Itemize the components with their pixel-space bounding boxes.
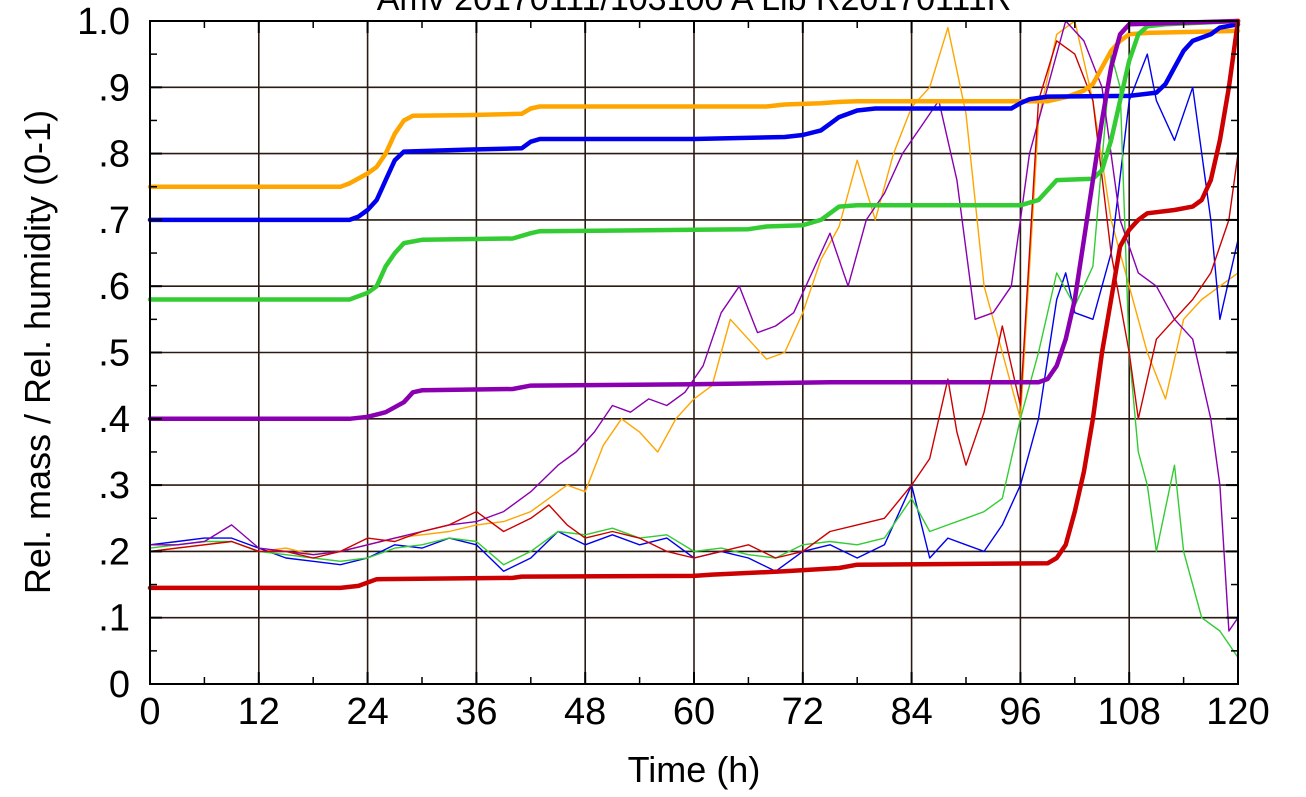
mass-line-0 [147, 28, 1241, 190]
y-tick-label: .5 [98, 333, 130, 375]
y-tick-label: .4 [98, 399, 130, 441]
x-tick-label: 24 [346, 691, 388, 733]
humidity-line-9 [149, 40, 1239, 559]
x-tick-label: 72 [782, 691, 824, 733]
y-tick-label: .2 [98, 531, 130, 573]
x-tick-label: 96 [999, 691, 1041, 733]
x-axis-title: Time (h) [628, 749, 761, 790]
y-tick-label: .7 [98, 200, 130, 242]
x-tick-label: 108 [1097, 691, 1160, 733]
x-tick-label: 36 [455, 691, 497, 733]
x-tick-label: 12 [238, 691, 280, 733]
y-axis-title: Rel. mass / Rel. humidity (0-1) [17, 110, 58, 594]
y-tick-label: .8 [98, 134, 130, 176]
mass-line-1 [147, 22, 1241, 223]
x-tick-label: 60 [673, 691, 715, 733]
humidity-line-8 [149, 20, 1239, 632]
y-tick-label: 0 [109, 664, 130, 706]
tick-marks [149, 20, 1239, 685]
gridlines [150, 21, 1238, 684]
mass-line-3 [147, 18, 1241, 422]
y-tick-labels: 0 .1 .2 .3 .4 .5 .6 .7 .8 .9 1.0 [77, 1, 130, 706]
y-tick-label: .9 [98, 67, 130, 109]
y-tick-label: .3 [98, 465, 130, 507]
mass-line-4 [147, 18, 1241, 591]
series-layer [147, 18, 1241, 659]
x-tick-label: 84 [890, 691, 932, 733]
x-tick-label: 0 [139, 691, 160, 733]
humidity-line-7 [149, 53, 1239, 659]
x-tick-label: 120 [1206, 691, 1269, 733]
y-tick-label: 1.0 [77, 1, 130, 43]
chart-title: Amv 20170111/103100 A Lib R20170111R [377, 0, 1012, 18]
x-tick-labels: 0 12 24 36 48 60 72 84 96 108 120 [139, 691, 1269, 733]
y-tick-label: .6 [98, 266, 130, 308]
mass-line-2 [147, 18, 1241, 302]
y-tick-label: .1 [98, 598, 130, 640]
x-tick-label: 48 [564, 691, 606, 733]
